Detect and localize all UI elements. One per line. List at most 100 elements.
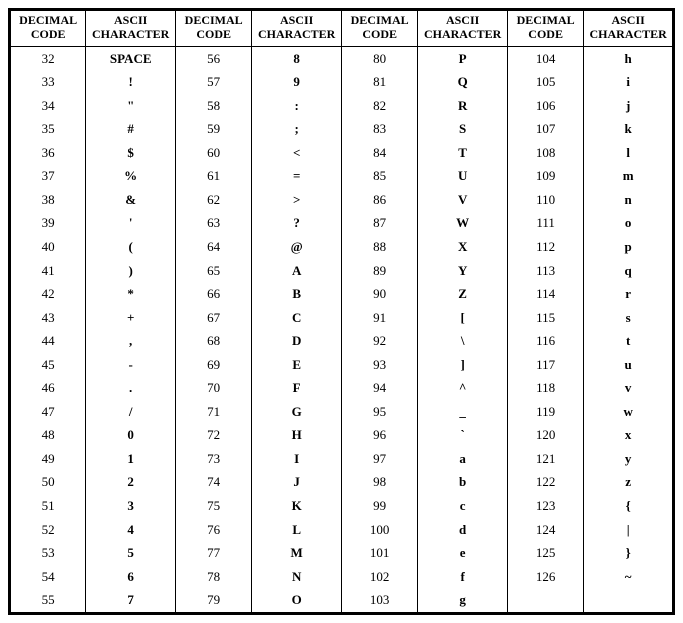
decimal-code-cell: 38	[10, 188, 86, 212]
ascii-character-cell: O	[252, 588, 342, 613]
ascii-character-cell: m	[584, 164, 674, 188]
ascii-character-cell: g	[418, 588, 508, 613]
ascii-character-cell: q	[584, 259, 674, 283]
decimal-code-cell: 113	[507, 259, 583, 283]
ascii-character-cell: e	[418, 541, 508, 565]
decimal-code-cell: 72	[175, 423, 251, 447]
header-ascii-character: ASCII CHARACTER	[252, 10, 342, 47]
ascii-character-cell: b	[418, 470, 508, 494]
decimal-code-cell: 74	[175, 470, 251, 494]
decimal-code-cell: 49	[10, 447, 86, 471]
table-row: 46.70F94^118v	[10, 376, 674, 400]
ascii-character-cell: `	[418, 423, 508, 447]
decimal-code-cell: 51	[10, 494, 86, 518]
ascii-character-cell: S	[418, 117, 508, 141]
ascii-character-cell: 8	[252, 46, 342, 70]
ascii-character-cell: M	[252, 541, 342, 565]
ascii-character-cell: Q	[418, 70, 508, 94]
ascii-character-cell: C	[252, 306, 342, 330]
ascii-character-cell: SPACE	[86, 46, 176, 70]
decimal-code-cell	[507, 588, 583, 613]
decimal-code-cell: 124	[507, 518, 583, 542]
decimal-code-cell: 58	[175, 94, 251, 118]
decimal-code-cell: 105	[507, 70, 583, 94]
ascii-character-cell: +	[86, 306, 176, 330]
decimal-code-cell: 34	[10, 94, 86, 118]
decimal-code-cell: 83	[341, 117, 417, 141]
table-row: 44,68D92\116t	[10, 329, 674, 353]
header-label: CODE	[178, 28, 249, 42]
ascii-character-cell: |	[584, 518, 674, 542]
decimal-code-cell: 46	[10, 376, 86, 400]
decimal-code-cell: 75	[175, 494, 251, 518]
ascii-character-cell: k	[584, 117, 674, 141]
ascii-character-cell: 3	[86, 494, 176, 518]
table-row: 40(64@88X112p	[10, 235, 674, 259]
decimal-code-cell: 52	[10, 518, 86, 542]
decimal-code-cell: 94	[341, 376, 417, 400]
table-row: 48072H96`120x	[10, 423, 674, 447]
ascii-character-cell: y	[584, 447, 674, 471]
header-label: CODE	[344, 28, 415, 42]
ascii-character-cell: j	[584, 94, 674, 118]
header-label: CHARACTER	[254, 28, 339, 42]
decimal-code-cell: 121	[507, 447, 583, 471]
header-label: ASCII	[88, 14, 173, 28]
ascii-character-cell: @	[252, 235, 342, 259]
ascii-character-cell: P	[418, 46, 508, 70]
header-label: ASCII	[254, 14, 339, 28]
ascii-character-cell: d	[418, 518, 508, 542]
decimal-code-cell: 122	[507, 470, 583, 494]
ascii-character-cell: <	[252, 141, 342, 165]
decimal-code-cell: 48	[10, 423, 86, 447]
ascii-character-cell: D	[252, 329, 342, 353]
ascii-character-cell: x	[584, 423, 674, 447]
ascii-character-cell: ?	[252, 211, 342, 235]
decimal-code-cell: 92	[341, 329, 417, 353]
header-ascii-character: ASCII CHARACTER	[584, 10, 674, 47]
table-row: 38&62>86V110n	[10, 188, 674, 212]
header-label: CODE	[510, 28, 581, 42]
header-label: CODE	[13, 28, 83, 42]
ascii-character-cell: '	[86, 211, 176, 235]
decimal-code-cell: 67	[175, 306, 251, 330]
decimal-code-cell: 78	[175, 565, 251, 589]
ascii-character-cell: A	[252, 259, 342, 283]
header-decimal-code: DECIMAL CODE	[10, 10, 86, 47]
decimal-code-cell: 77	[175, 541, 251, 565]
decimal-code-cell: 76	[175, 518, 251, 542]
decimal-code-cell: 125	[507, 541, 583, 565]
table-row: 39'63?87W111o	[10, 211, 674, 235]
ascii-character-cell: V	[418, 188, 508, 212]
header-label: CHARACTER	[88, 28, 173, 42]
ascii-character-cell: 5	[86, 541, 176, 565]
decimal-code-cell: 71	[175, 400, 251, 424]
decimal-code-cell: 79	[175, 588, 251, 613]
ascii-character-cell: F	[252, 376, 342, 400]
decimal-code-cell: 103	[341, 588, 417, 613]
decimal-code-cell: 54	[10, 565, 86, 589]
decimal-code-cell: 114	[507, 282, 583, 306]
decimal-code-cell: 110	[507, 188, 583, 212]
ascii-character-cell	[584, 588, 674, 613]
ascii-character-cell: Z	[418, 282, 508, 306]
decimal-code-cell: 41	[10, 259, 86, 283]
decimal-code-cell: 43	[10, 306, 86, 330]
decimal-code-cell: 55	[10, 588, 86, 613]
ascii-character-cell: >	[252, 188, 342, 212]
decimal-code-cell: 81	[341, 70, 417, 94]
ascii-character-cell: !	[86, 70, 176, 94]
ascii-character-cell: t	[584, 329, 674, 353]
decimal-code-cell: 107	[507, 117, 583, 141]
table-row: 47/71G95_119w	[10, 400, 674, 424]
table-row: 55779O103g	[10, 588, 674, 613]
header-label: CHARACTER	[420, 28, 505, 42]
ascii-character-cell: ]	[418, 353, 508, 377]
decimal-code-cell: 100	[341, 518, 417, 542]
table-row: 53577M101e125}	[10, 541, 674, 565]
decimal-code-cell: 98	[341, 470, 417, 494]
table-row: 54678N102f126~	[10, 565, 674, 589]
table-row: 37%61=85U109m	[10, 164, 674, 188]
ascii-character-cell: E	[252, 353, 342, 377]
table-row: 43+67C91[115s	[10, 306, 674, 330]
